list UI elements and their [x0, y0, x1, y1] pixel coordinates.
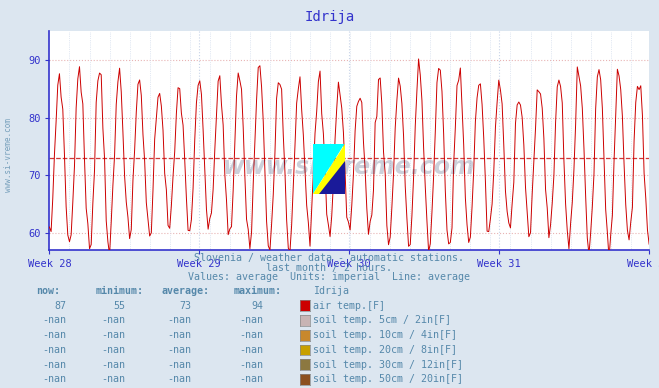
Text: -nan: -nan — [240, 330, 264, 340]
Text: 87: 87 — [54, 301, 66, 311]
Text: Idrija: Idrija — [313, 286, 349, 296]
Text: -nan: -nan — [42, 345, 66, 355]
Text: minimum:: minimum: — [96, 286, 144, 296]
Text: www.si-vreme.com: www.si-vreme.com — [223, 155, 476, 179]
Text: -nan: -nan — [240, 315, 264, 326]
Text: soil temp. 5cm / 2in[F]: soil temp. 5cm / 2in[F] — [313, 315, 451, 326]
Text: average:: average: — [161, 286, 210, 296]
Text: 73: 73 — [179, 301, 191, 311]
Polygon shape — [313, 144, 345, 194]
Text: maximum:: maximum: — [234, 286, 282, 296]
Text: soil temp. 30cm / 12in[F]: soil temp. 30cm / 12in[F] — [313, 360, 463, 370]
Text: soil temp. 20cm / 8in[F]: soil temp. 20cm / 8in[F] — [313, 345, 457, 355]
Text: soil temp. 50cm / 20in[F]: soil temp. 50cm / 20in[F] — [313, 374, 463, 385]
Text: air temp.[F]: air temp.[F] — [313, 301, 385, 311]
Text: -nan: -nan — [101, 374, 125, 385]
Text: -nan: -nan — [101, 360, 125, 370]
Text: -nan: -nan — [42, 374, 66, 385]
Text: -nan: -nan — [101, 345, 125, 355]
Text: 94: 94 — [252, 301, 264, 311]
Text: -nan: -nan — [42, 360, 66, 370]
Text: soil temp. 10cm / 4in[F]: soil temp. 10cm / 4in[F] — [313, 330, 457, 340]
Text: -nan: -nan — [101, 330, 125, 340]
Text: last month / 2 hours.: last month / 2 hours. — [266, 263, 393, 273]
Text: -nan: -nan — [240, 374, 264, 385]
Text: -nan: -nan — [101, 315, 125, 326]
Text: -nan: -nan — [167, 360, 191, 370]
Text: Slovenia / weather data - automatic stations.: Slovenia / weather data - automatic stat… — [194, 253, 465, 263]
Text: -nan: -nan — [167, 330, 191, 340]
Polygon shape — [313, 144, 345, 194]
Text: -nan: -nan — [240, 345, 264, 355]
Text: www.si-vreme.com: www.si-vreme.com — [4, 118, 13, 192]
Text: 55: 55 — [113, 301, 125, 311]
Text: -nan: -nan — [240, 360, 264, 370]
Text: -nan: -nan — [167, 374, 191, 385]
Text: -nan: -nan — [167, 315, 191, 326]
Text: -nan: -nan — [167, 345, 191, 355]
Text: -nan: -nan — [42, 330, 66, 340]
Text: Values: average  Units: imperial  Line: average: Values: average Units: imperial Line: av… — [188, 272, 471, 282]
Text: now:: now: — [36, 286, 60, 296]
Text: Idrija: Idrija — [304, 10, 355, 24]
Text: -nan: -nan — [42, 315, 66, 326]
Polygon shape — [320, 161, 345, 194]
